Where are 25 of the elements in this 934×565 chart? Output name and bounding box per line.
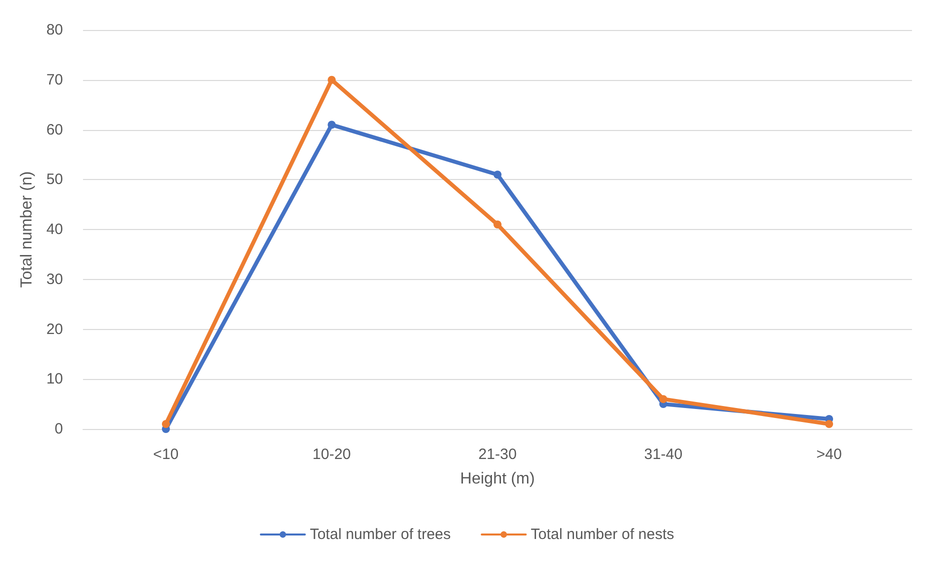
point (494, 220, 502, 229)
x-tick-label: 21-30 (478, 446, 517, 463)
y-tick-label: 60 (46, 121, 63, 138)
point (494, 170, 502, 179)
x-tick-label: <10 (153, 446, 179, 463)
point (659, 395, 668, 404)
y-tick-label: 70 (46, 71, 63, 88)
point (162, 420, 170, 428)
y-tick-label: 20 (46, 320, 63, 338)
x-tick-label: 10-20 (312, 446, 351, 463)
y-tick-label: 10 (46, 370, 63, 388)
x-tick-label: 31-40 (644, 446, 682, 463)
y-tick-label: 80 (46, 22, 63, 38)
y-tick-label: 30 (46, 270, 63, 288)
y-tick-label: 50 (46, 171, 63, 188)
point (328, 120, 336, 129)
legend-label: Total number of nests (530, 526, 674, 543)
x-tick-label: >40 (816, 446, 842, 463)
legend-label: Total number of trees (310, 526, 451, 543)
point (328, 76, 336, 84)
y-tick-label: 0 (54, 420, 63, 438)
x-axis-title: Height (m) (460, 470, 535, 488)
y-tick-label: 40 (46, 221, 63, 238)
y-axis-title: Total number (n) (18, 171, 36, 288)
point (825, 420, 834, 428)
